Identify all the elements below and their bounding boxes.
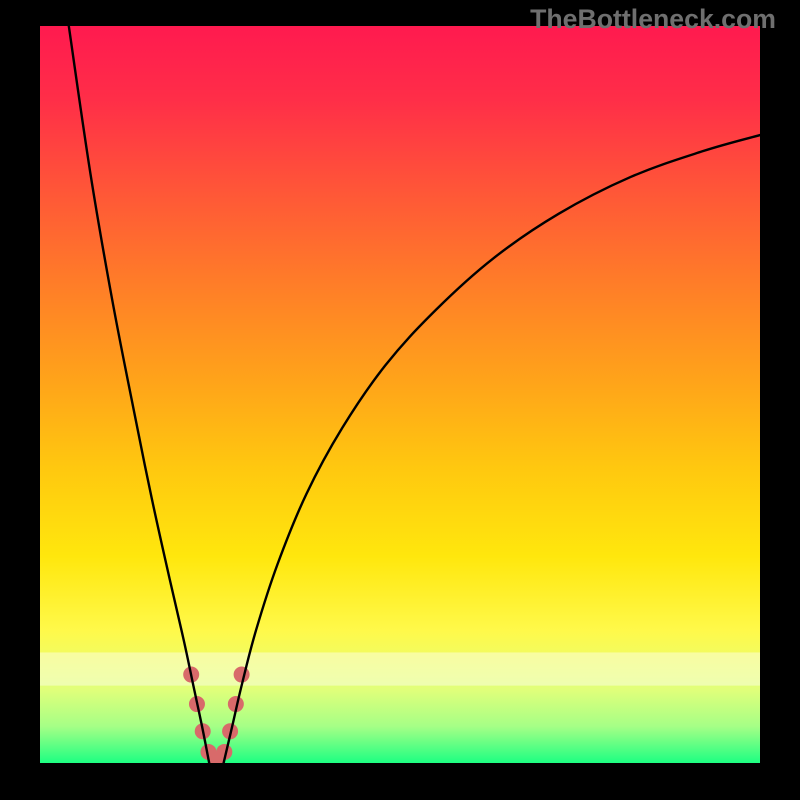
marker-dot [234,667,250,683]
highlight-band [40,652,760,685]
figure: { "figure": { "width_px": 800, "height_p… [0,0,800,800]
overlay-svg [0,0,800,800]
